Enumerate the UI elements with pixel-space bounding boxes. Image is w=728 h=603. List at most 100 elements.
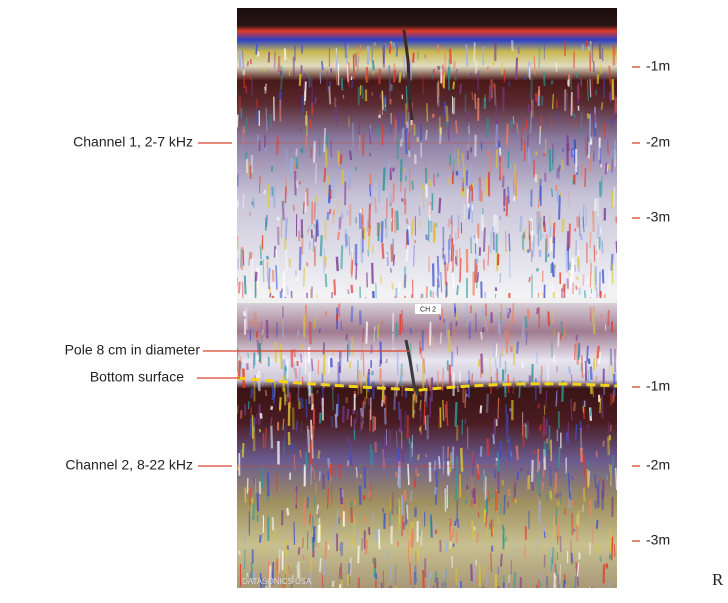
- noise: [568, 366, 572, 374]
- noise: [568, 191, 571, 207]
- noise: [332, 178, 335, 199]
- noise: [438, 538, 442, 547]
- noise: [362, 328, 365, 343]
- depth-label: -1m: [646, 378, 670, 394]
- texture: [237, 40, 617, 298]
- noise: [577, 82, 580, 104]
- noise: [577, 344, 581, 360]
- noise: [570, 374, 573, 388]
- noise: [395, 431, 398, 448]
- noise: [499, 502, 502, 515]
- noise: [582, 504, 584, 513]
- noise: [403, 274, 407, 288]
- noise: [455, 249, 459, 267]
- noise: [357, 369, 360, 395]
- noise: [580, 355, 584, 379]
- noise: [349, 442, 353, 461]
- noise: [551, 310, 555, 324]
- noise: [542, 71, 546, 87]
- noise: [304, 349, 307, 375]
- noise: [591, 310, 595, 324]
- noise: [368, 203, 371, 228]
- noise: [553, 236, 556, 259]
- noise: [607, 436, 610, 456]
- noise: [600, 175, 603, 189]
- noise: [445, 120, 450, 128]
- noise: [306, 425, 309, 442]
- noise: [531, 235, 535, 257]
- noise: [387, 509, 390, 531]
- noise: [554, 472, 558, 493]
- annotation: Channel 2, 8-22 kHz: [65, 457, 193, 473]
- noise: [586, 469, 590, 489]
- noise: [296, 274, 300, 283]
- noise: [416, 51, 420, 60]
- noise: [411, 180, 415, 190]
- noise: [418, 206, 421, 216]
- noise: [554, 564, 557, 576]
- noise: [261, 329, 264, 336]
- noise: [436, 173, 440, 177]
- noise: [558, 165, 561, 172]
- noise: [355, 467, 358, 478]
- noise: [286, 507, 290, 516]
- noise: [360, 85, 364, 99]
- noise: [615, 241, 617, 253]
- noise: [510, 40, 514, 51]
- noise: [309, 521, 313, 533]
- noise: [487, 319, 490, 331]
- noise: [238, 50, 242, 69]
- noise: [521, 424, 525, 448]
- noise: [537, 403, 541, 409]
- noise: [417, 454, 420, 461]
- noise: [347, 340, 351, 356]
- noise: [265, 320, 269, 339]
- noise: [500, 346, 504, 357]
- noise: [363, 515, 367, 523]
- noise: [327, 471, 330, 481]
- noise: [355, 263, 358, 280]
- noise: [565, 468, 568, 477]
- noise: [410, 490, 413, 502]
- noise: [237, 277, 238, 287]
- noise: [595, 250, 599, 255]
- noise: [322, 555, 326, 576]
- noise: [368, 490, 372, 497]
- noise: [312, 234, 315, 252]
- noise: [515, 445, 519, 460]
- noise: [327, 544, 330, 550]
- noise: [513, 196, 516, 202]
- noise: [419, 347, 422, 353]
- channel-1-echogram: [237, 8, 617, 298]
- noise: [570, 398, 573, 421]
- noise: [404, 295, 407, 298]
- noise: [300, 421, 303, 434]
- noise: [339, 487, 344, 505]
- noise: [452, 158, 455, 175]
- noise: [607, 310, 610, 326]
- noise: [396, 505, 399, 516]
- noise: [528, 276, 531, 283]
- noise: [436, 276, 441, 288]
- noise: [511, 303, 515, 324]
- noise: [388, 44, 392, 54]
- noise: [608, 65, 612, 85]
- noise: [528, 66, 531, 80]
- noise: [354, 524, 358, 543]
- noise: [472, 451, 475, 476]
- noise: [271, 562, 275, 585]
- noise: [350, 306, 354, 323]
- noise: [492, 433, 495, 445]
- noise: [477, 183, 480, 201]
- noise: [395, 44, 399, 57]
- noise: [554, 578, 557, 585]
- noise: [537, 579, 540, 588]
- noise: [591, 77, 593, 97]
- noise: [340, 579, 343, 588]
- noise: [453, 303, 457, 317]
- noise: [461, 419, 464, 435]
- noise: [320, 60, 324, 71]
- noise: [482, 586, 484, 588]
- noise: [339, 154, 343, 165]
- noise: [263, 189, 267, 195]
